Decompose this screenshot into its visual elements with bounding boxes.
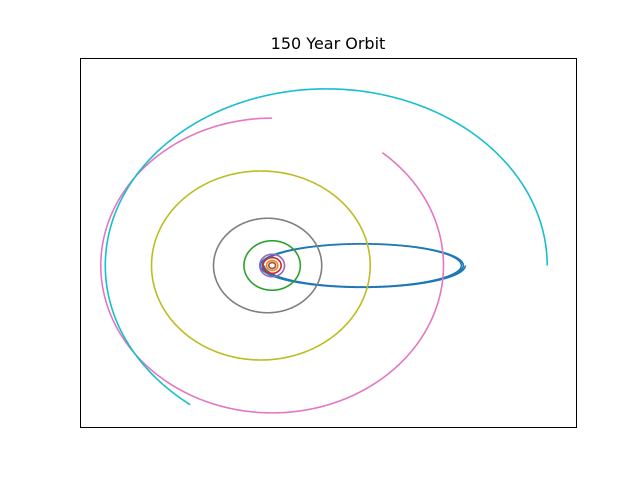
orbit-series-6 [267,261,277,270]
orbit-series-10 [104,88,548,406]
chart-title: 150 Year Orbit [271,34,386,53]
orbit-series-4 [262,256,282,275]
orbit-series-1 [259,242,467,289]
axes-frame [80,58,577,428]
orbit-series-8 [150,170,372,361]
plot-area [99,88,548,414]
orbit-series-5 [258,253,286,278]
orbit-series-2 [265,259,279,272]
orbit-series-7 [212,217,323,314]
orbit-series-3 [243,239,302,292]
